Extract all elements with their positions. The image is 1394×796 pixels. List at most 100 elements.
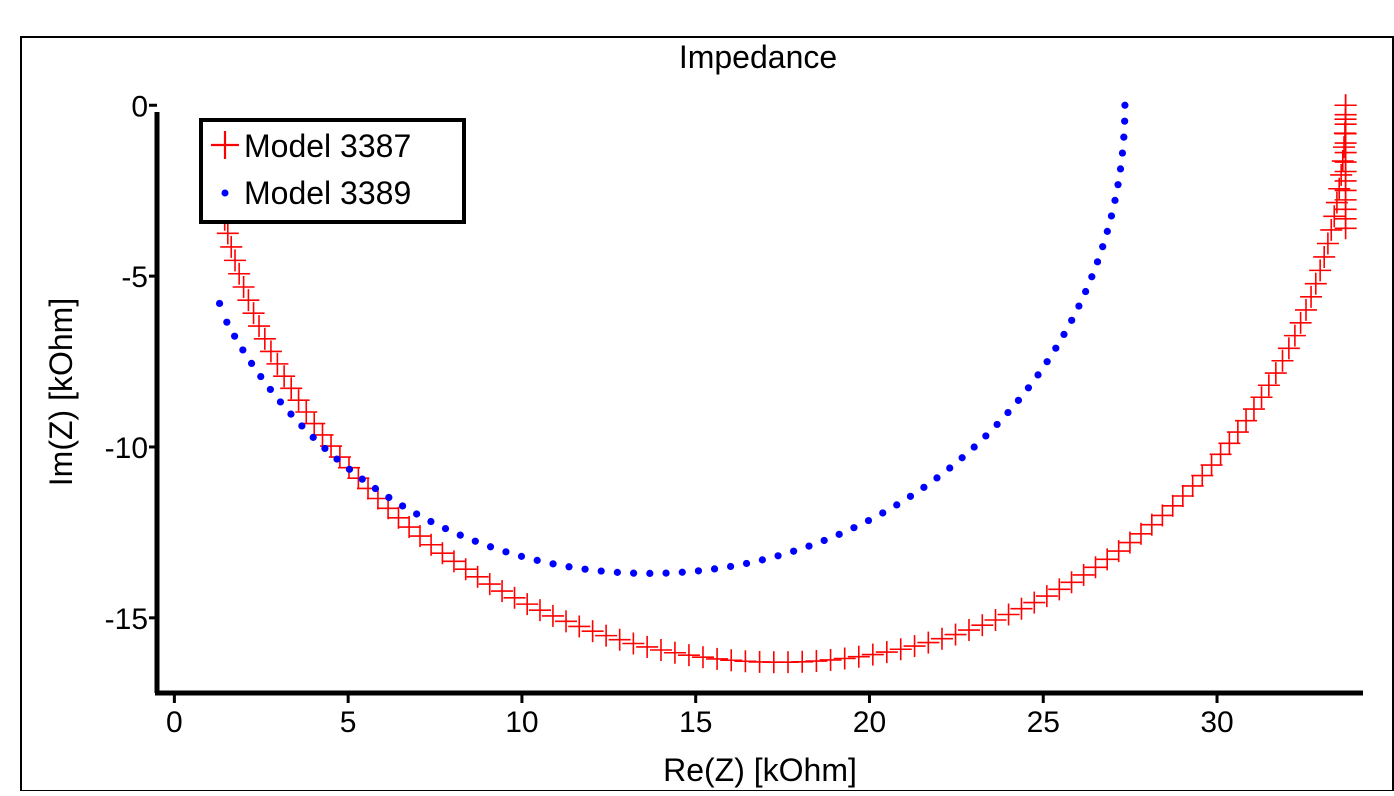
data-point-dot — [1034, 371, 1042, 379]
data-point-dot — [358, 475, 366, 483]
data-point-plus — [503, 586, 526, 609]
x-tick-label: 15 — [679, 706, 712, 739]
axes-layer — [154, 112, 1363, 696]
data-point-plus — [216, 222, 239, 245]
data-point-dot — [1075, 302, 1083, 310]
data-point-dot — [726, 562, 735, 571]
data-point-dot — [215, 299, 224, 308]
data-point-plus — [875, 641, 898, 664]
data-point-plus — [431, 542, 454, 565]
data-point-dot — [276, 398, 285, 406]
data-point-plus — [454, 558, 477, 581]
data-point-dot — [257, 372, 265, 381]
x-axis-label: Re(Z) [kOhm] — [663, 752, 857, 788]
data-point-dot — [309, 433, 317, 441]
data-point-plus — [1151, 504, 1174, 527]
data-point-dot — [597, 567, 605, 575]
data-point-dot — [1043, 358, 1051, 366]
data-point-plus — [280, 377, 303, 400]
data-point-dot — [549, 560, 557, 568]
y-tick-label: -5 — [121, 261, 148, 294]
data-point-dot — [486, 543, 495, 551]
data-point-plus — [847, 645, 870, 668]
data-point-plus — [1294, 298, 1317, 321]
data-point-dot — [774, 552, 782, 560]
data-point-dot — [385, 493, 393, 502]
data-point-plus — [1161, 494, 1184, 517]
data-point-plus — [1096, 548, 1119, 571]
data-point-plus — [398, 516, 421, 539]
data-point-dot — [1004, 408, 1012, 417]
data-point-plus — [691, 646, 714, 669]
data-point-plus — [805, 650, 828, 673]
data-point-plus — [491, 580, 514, 603]
data-point-plus — [1200, 454, 1223, 477]
data-point-dot — [1121, 101, 1129, 109]
legend-marker-plus-icon — [211, 131, 239, 159]
data-point-plus — [1191, 464, 1214, 487]
data-point-plus — [608, 628, 631, 651]
data-point-dot — [835, 530, 843, 538]
data-point-dot — [742, 559, 751, 568]
data-point-plus — [1309, 259, 1332, 282]
x-tick-label: 5 — [340, 706, 357, 739]
data-point-plus — [266, 352, 289, 375]
legend-box — [199, 118, 466, 224]
data-point-dot — [958, 454, 966, 462]
data-point-plus — [622, 632, 645, 655]
data-point-plus — [387, 506, 410, 529]
data-point-dot — [646, 569, 654, 577]
data-point-plus — [568, 615, 591, 638]
data-point-plus — [224, 249, 247, 272]
data-point-dot — [820, 536, 828, 545]
data-point-plus — [478, 573, 501, 596]
series-model-3387 — [208, 94, 1357, 674]
data-point-plus — [889, 638, 912, 661]
data-point-dot — [1111, 196, 1119, 204]
data-point-dot — [456, 531, 464, 539]
data-point-dot — [879, 509, 887, 517]
data-point-plus — [1257, 374, 1280, 397]
data-point-dot — [565, 563, 573, 571]
data-point-dot — [982, 432, 990, 440]
data-point-dot — [333, 455, 341, 463]
data-point-dot — [1120, 133, 1128, 141]
data-point-plus — [1333, 136, 1356, 159]
data-point-plus — [957, 619, 980, 642]
legend-label-model-3389: Model 3389 — [244, 175, 411, 211]
data-point-plus — [420, 533, 443, 556]
data-point-dot — [502, 548, 510, 556]
data-point-plus — [1264, 362, 1287, 385]
data-point-dot — [933, 474, 941, 482]
x-tick-label: 0 — [166, 706, 183, 739]
data-point-dot — [993, 420, 1001, 429]
data-point-plus — [1060, 571, 1083, 594]
data-point-plus — [720, 649, 743, 672]
data-point-dot — [239, 346, 247, 354]
data-point-dot — [1024, 384, 1033, 392]
legend-label-model-3387: Model 3387 — [244, 128, 411, 164]
x-tick-label: 30 — [1200, 706, 1233, 739]
data-point-plus — [1271, 349, 1294, 372]
data-point-plus — [1171, 485, 1194, 508]
data-point-dot — [1052, 344, 1060, 352]
data-point-plus — [1323, 205, 1346, 228]
data-point-dot — [371, 484, 379, 493]
data-point-plus — [237, 289, 260, 312]
data-point-plus — [1084, 556, 1107, 579]
data-point-dot — [266, 385, 274, 394]
data-point-dot — [906, 492, 915, 500]
data-point-dot — [533, 556, 541, 564]
data-point-dot — [287, 410, 295, 418]
data-point-plus — [1118, 531, 1141, 554]
data-point-plus — [273, 365, 296, 388]
data-point-dot — [427, 517, 435, 526]
data-point-plus — [997, 603, 1020, 626]
data-point-dot — [1103, 227, 1111, 235]
data-point-plus — [1283, 324, 1306, 347]
data-point-plus — [366, 487, 389, 510]
data-point-plus — [1330, 163, 1353, 186]
data-point-dot — [1082, 287, 1090, 296]
data-point-plus — [819, 648, 842, 671]
